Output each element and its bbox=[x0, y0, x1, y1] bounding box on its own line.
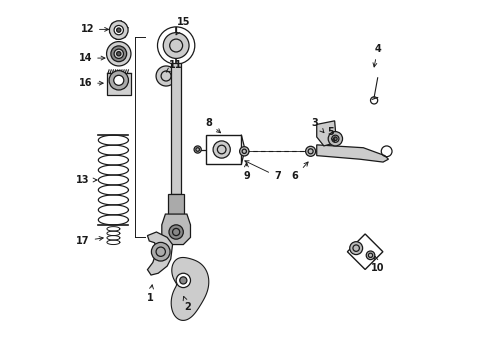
Text: 7: 7 bbox=[245, 161, 281, 181]
Polygon shape bbox=[171, 257, 209, 320]
Circle shape bbox=[156, 66, 176, 86]
Circle shape bbox=[114, 75, 124, 85]
Circle shape bbox=[109, 71, 128, 90]
Circle shape bbox=[114, 26, 123, 35]
Circle shape bbox=[109, 21, 128, 40]
Circle shape bbox=[306, 146, 316, 156]
Text: 4: 4 bbox=[373, 44, 381, 67]
Circle shape bbox=[107, 41, 131, 66]
Circle shape bbox=[111, 46, 126, 62]
Polygon shape bbox=[147, 232, 172, 275]
Circle shape bbox=[151, 242, 170, 261]
Text: 16: 16 bbox=[79, 78, 103, 88]
Polygon shape bbox=[347, 234, 383, 270]
Circle shape bbox=[169, 225, 183, 239]
Text: 1: 1 bbox=[147, 285, 153, 303]
Bar bbox=[168, 194, 184, 216]
Polygon shape bbox=[317, 145, 389, 162]
Circle shape bbox=[366, 251, 375, 260]
Text: 13: 13 bbox=[76, 175, 97, 185]
Circle shape bbox=[334, 137, 337, 140]
Text: 5: 5 bbox=[328, 127, 335, 142]
Text: 17: 17 bbox=[76, 236, 103, 246]
Bar bbox=[172, 63, 181, 194]
Circle shape bbox=[328, 132, 343, 146]
Text: 9: 9 bbox=[243, 163, 250, 181]
Circle shape bbox=[176, 273, 191, 288]
Circle shape bbox=[117, 28, 121, 32]
Circle shape bbox=[194, 146, 201, 153]
Circle shape bbox=[240, 147, 249, 156]
Text: 2: 2 bbox=[183, 296, 191, 312]
Circle shape bbox=[350, 242, 363, 255]
Circle shape bbox=[180, 277, 187, 284]
Text: 8: 8 bbox=[205, 118, 220, 133]
Text: 6: 6 bbox=[292, 162, 308, 181]
Circle shape bbox=[114, 49, 123, 58]
Text: 12: 12 bbox=[80, 24, 108, 35]
Bar bbox=[107, 73, 131, 95]
Text: 15: 15 bbox=[176, 17, 191, 35]
Polygon shape bbox=[317, 121, 337, 146]
Text: 3: 3 bbox=[312, 118, 324, 132]
Bar bbox=[205, 135, 242, 164]
Circle shape bbox=[163, 33, 189, 58]
Circle shape bbox=[117, 51, 121, 56]
Circle shape bbox=[213, 141, 230, 158]
Text: 11: 11 bbox=[166, 60, 183, 72]
Text: 14: 14 bbox=[79, 53, 105, 63]
Text: 10: 10 bbox=[371, 256, 385, 273]
Polygon shape bbox=[162, 214, 191, 244]
